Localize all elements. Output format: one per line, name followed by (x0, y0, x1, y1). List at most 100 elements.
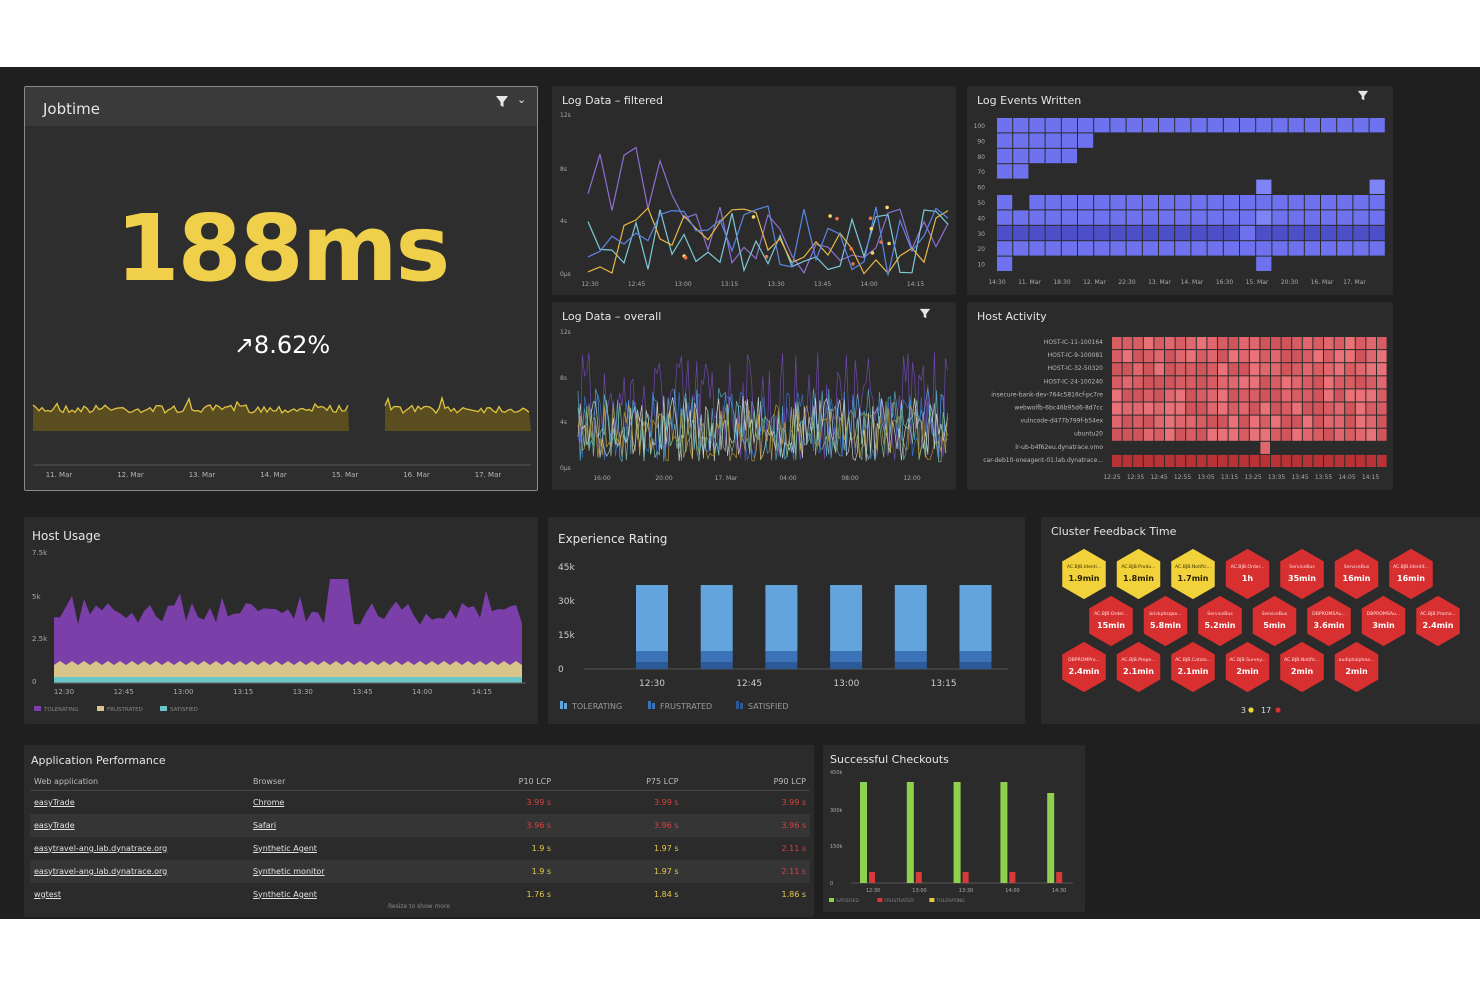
browser-link[interactable]: Synthetic Agent (252, 889, 317, 899)
col-web-application[interactable]: Web application (30, 773, 249, 791)
y-tick-label: 4s (560, 419, 567, 426)
heatmap-cell (1013, 225, 1029, 241)
x-tick-label: 20:30 (1281, 279, 1298, 286)
x-tick-label: 13:15 (931, 679, 957, 689)
heatmap-cell (1045, 133, 1061, 148)
y-tick-label: 40 (977, 215, 985, 222)
app-link[interactable]: easyTrade (34, 820, 75, 830)
host-label: HOST-IC-32-50320 (1048, 365, 1104, 372)
cluster-feedback-tile[interactable]: Cluster Feedback Time AC.BJB.Identi... 1.… (1041, 517, 1480, 724)
y-tick-label: 12s (560, 112, 571, 119)
y-tick-label: 0µs (560, 465, 571, 472)
col-browser[interactable]: Browser (248, 773, 446, 791)
app-link[interactable]: wgtest (34, 889, 61, 899)
heatmap-cell (1196, 415, 1207, 428)
heatmap-cell (1196, 350, 1207, 363)
heatmap-cell (1175, 428, 1186, 441)
heatmap-cell (1110, 118, 1126, 133)
app-link[interactable]: easytravel-ang.lab.dynatrace.org (34, 866, 168, 876)
heatmap-cell (1110, 241, 1126, 256)
heatmap-cell (1302, 415, 1313, 428)
log-events-tile[interactable]: Log Events Written 100 90 80 70 60 50 40 30 20 10… (967, 86, 1393, 295)
x-tick-label: 13:00 (173, 688, 193, 696)
cluster-value: 2.1min (1123, 667, 1154, 676)
heatmap-cell (1239, 337, 1249, 350)
heatmap-cell (1218, 441, 1228, 454)
app-performance-tile[interactable]: Application Performance Web application … (24, 745, 814, 917)
cluster-hex (1333, 640, 1380, 694)
y-tick-label: 50 (977, 200, 985, 207)
heatmap-cell (1045, 195, 1061, 210)
heatmap-cell (1191, 225, 1207, 241)
cluster-hex (1278, 547, 1326, 601)
browser-link[interactable]: Synthetic Agent (252, 843, 317, 853)
log-overall-tile[interactable]: Log Data – overall 12s 8s 4s 0µs 16:00 20:00 1… (552, 302, 956, 490)
data-point (870, 251, 875, 255)
heatmap-cell (1175, 337, 1186, 350)
host-label: car-deb10-oneagent-01.lab.dynatrace... (983, 457, 1103, 464)
heatmap-cell (1223, 118, 1239, 133)
legend-swatch (877, 898, 883, 902)
col-p75-lcp[interactable]: P75 LCP (555, 773, 683, 791)
jobtime-tile[interactable]: Jobtime ⌄ 188ms ↗8.62% 11. Mar 12. Mar 13.… (24, 86, 538, 491)
heatmap-cell (1154, 415, 1164, 428)
satisfied-bar (953, 782, 961, 883)
legend-label: FRUSTRATED (660, 702, 712, 711)
data-point (828, 214, 832, 218)
x-tick-label: 15. Mar (1246, 279, 1269, 286)
browser-link[interactable]: Chrome (252, 797, 285, 807)
heatmap-cell (1334, 389, 1345, 402)
heatmap-cell (1207, 415, 1217, 428)
host-activity-tile[interactable]: Host Activity HOST-IC-11-100164 HOST-IC-9… (967, 302, 1393, 490)
heatmap-cell (1218, 428, 1228, 441)
heatmap-cell (1345, 402, 1355, 415)
x-tick-label: 13:15 (721, 281, 738, 288)
chevron-down-icon[interactable]: ⌄ (517, 93, 527, 106)
heatmap-cell (1256, 225, 1272, 241)
heatmap-cell (1271, 428, 1281, 441)
series-line (587, 209, 949, 274)
col-p90-lcp[interactable]: P90 LCP (682, 773, 810, 791)
heatmap-cell (1218, 415, 1228, 428)
heatmap-cell (997, 225, 1013, 241)
heatmap-cell (1207, 241, 1223, 256)
satisfied-bar (830, 662, 863, 669)
y-tick-label: 8s (560, 166, 567, 173)
app-link[interactable]: easytravel-ang.lab.dynatrace.org (34, 843, 168, 853)
heatmap-cell (1165, 441, 1175, 454)
checkouts-tile[interactable]: Successful Checkouts 450k 300k 150k 0 12:30 1… (823, 745, 1085, 912)
col-p10-lcp[interactable]: P10 LCP (445, 773, 556, 791)
tolerating-bar (894, 585, 927, 651)
experience-rating-tile[interactable]: Experience Rating 45k 30k 15k 0 12:30 12:45 13… (548, 517, 1025, 724)
cluster-name: AC.BJB.Notific... (1284, 657, 1320, 663)
heatmap-cell (1143, 337, 1154, 350)
log-filtered-chart: 12s 8s 4s 0µs 12:30 12:45 13:00 13:15 13:30 13:45… (560, 112, 949, 288)
app-link[interactable]: easyTrade (34, 797, 75, 807)
heatmap-cell (1061, 118, 1077, 133)
heatmap-cell (1239, 389, 1249, 402)
heatmap-cell (997, 118, 1013, 133)
heatmap-cell (1207, 195, 1223, 210)
summary-yellow-count: 3 (1241, 706, 1246, 715)
heatmap-cell (1142, 225, 1158, 241)
host-usage-tile[interactable]: Host Usage 7.5k 5k 2.5k 0 12:30 12:45 13:00 13:… (24, 517, 538, 724)
log-filtered-tile[interactable]: Log Data – filtered 12s 8s 4s 0µs 12:30 12:45… (552, 86, 956, 295)
heatmap-cell (1260, 415, 1270, 428)
jobtime-header (25, 87, 537, 126)
heatmap-cell (1345, 454, 1355, 467)
y-tick-label: 8s (560, 375, 567, 382)
data-point (851, 262, 855, 266)
x-tick-label: 16:00 (593, 475, 610, 482)
heatmap-cell (1366, 337, 1376, 350)
x-tick-label: 14. Mar (1181, 279, 1204, 286)
cluster-name: AC.BJB.Identit... (1393, 564, 1429, 570)
legend-swatch (648, 701, 651, 709)
heatmap-cell (1334, 337, 1345, 350)
heatmap-cell (1228, 337, 1239, 350)
cluster-name: DBPROMPro... (1068, 657, 1100, 663)
heatmap-cell (1256, 241, 1272, 256)
browser-link[interactable]: Safari (252, 820, 277, 830)
browser-link[interactable]: Synthetic monitor (252, 866, 325, 876)
heatmap-cell (1292, 350, 1302, 363)
heatmap-cell (1133, 389, 1143, 402)
